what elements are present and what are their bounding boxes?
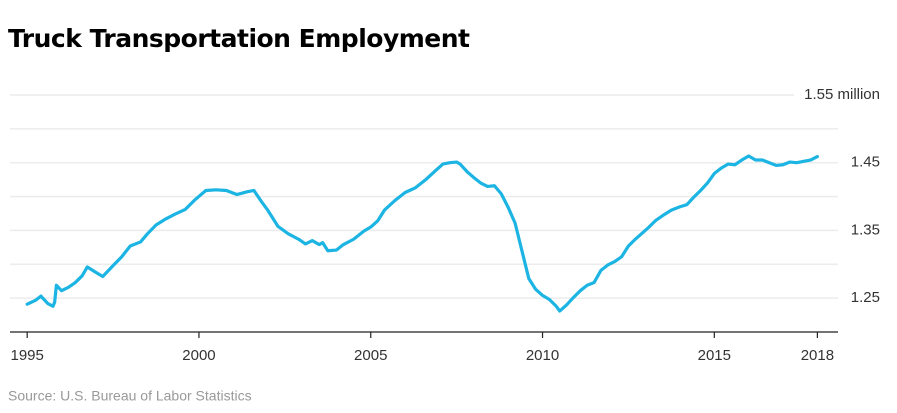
x-tick-label: 2010 (526, 347, 559, 364)
y-tick-label: 1.55 million (804, 86, 880, 103)
x-tick-label: 2015 (698, 347, 731, 364)
data-line (25, 154, 819, 313)
x-tick-label: 2000 (182, 347, 215, 364)
x-tick-label: 2018 (801, 347, 834, 364)
x-tick-label: 2005 (354, 347, 387, 364)
y-tick-label: 1.25 (851, 289, 880, 306)
chart-title: Truck Transportation Employment (8, 24, 470, 53)
y-tick-label: 1.45 (851, 154, 880, 171)
source-note: Source: U.S. Bureau of Labor Statistics (8, 388, 252, 404)
x-tick-label: 1995 (10, 347, 43, 364)
y-tick-label: 1.35 (851, 221, 880, 238)
